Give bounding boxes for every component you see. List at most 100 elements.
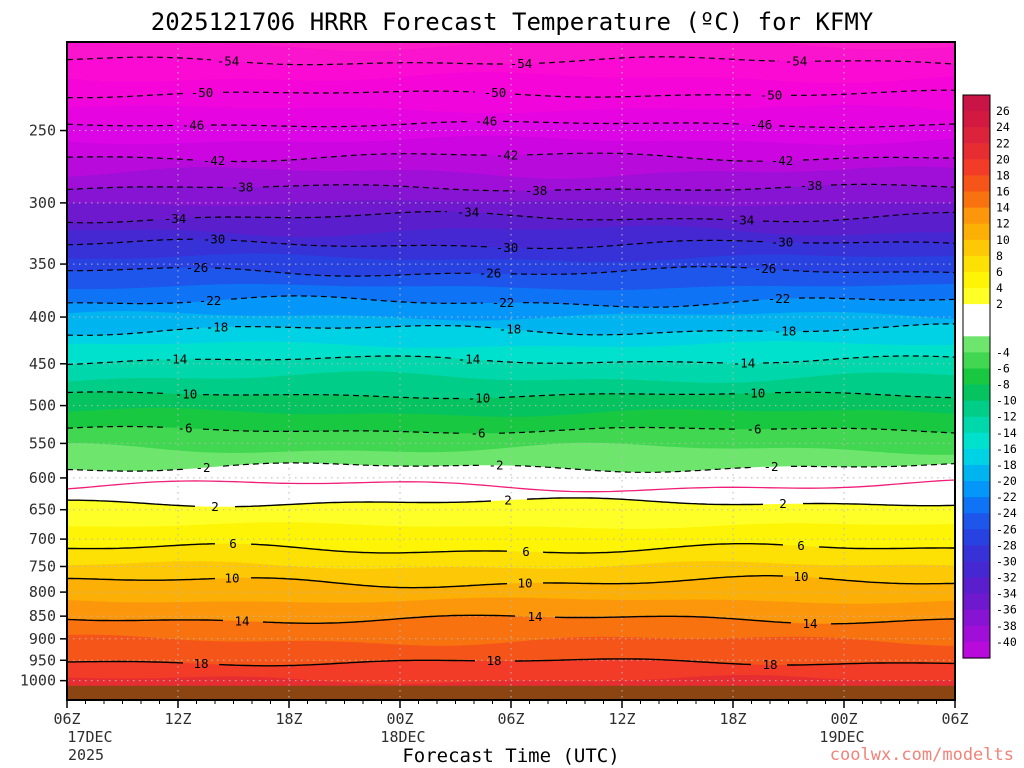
contour-label: 2 (779, 496, 787, 511)
date-label: 19DEC (819, 728, 864, 746)
colorbar-label: 16 (996, 185, 1010, 199)
contour-label: -14 (733, 355, 756, 370)
y-axis-tick-label: 250 (29, 122, 56, 140)
contour-lines (67, 56, 955, 667)
contour-line--10 (67, 391, 955, 400)
contour-label: 10 (224, 570, 239, 585)
year-label: 2025 (68, 746, 104, 764)
contour-label: -22 (199, 293, 222, 308)
date-label: 17DEC (67, 728, 112, 746)
contour-line-14 (67, 614, 955, 625)
colorbar-label: 12 (996, 217, 1010, 231)
contour-label: -14 (165, 352, 188, 367)
colorbar-label: -12 (996, 410, 1017, 424)
contour-label: 10 (793, 569, 808, 584)
colorbar-label: 4 (996, 281, 1003, 295)
x-axis-tick-label: 18Z (275, 710, 302, 728)
colorbar-segment (963, 416, 990, 434)
contour-label: -30 (203, 232, 226, 247)
contour-label: -38 (800, 178, 823, 193)
watermark-link[interactable]: coolwx.com/modelts (830, 745, 1014, 765)
chart-title: 2025121706 HRRR Forecast Temperature (ºC… (151, 8, 874, 36)
colorbar-segment (963, 625, 990, 643)
colorbar-segment (963, 352, 990, 370)
colorbar-label: -22 (996, 490, 1017, 504)
contour-label: -22 (768, 291, 791, 306)
y-axis-tick-label: 600 (29, 469, 56, 487)
colorbar-segment (963, 191, 990, 209)
colorbar-segment (963, 593, 990, 611)
contour-label: 18 (762, 657, 777, 672)
contour-line--22 (67, 295, 955, 308)
colorbar-label: 26 (996, 104, 1010, 118)
x-axis-tick-label: 18Z (719, 710, 746, 728)
colorbar-label: -8 (996, 378, 1010, 392)
x-axis-tick-label: 00Z (386, 710, 413, 728)
contour-label: -34 (732, 213, 755, 228)
y-axis-tick-label: 350 (29, 255, 56, 273)
y-axis-tick-label: 950 (29, 651, 56, 669)
contour-label: -30 (771, 235, 794, 250)
contour-label: 14 (234, 613, 249, 628)
colorbar-segment (963, 239, 990, 257)
colorbar-segment (963, 609, 990, 627)
colorbar-segment (963, 400, 990, 418)
contour-line--54 (67, 56, 955, 66)
contour-label: -2 (488, 458, 503, 473)
y-axis-tick-label: 450 (29, 355, 56, 373)
colorbar-segment (963, 577, 990, 595)
colorbar-segment (963, 159, 990, 177)
x-axis-tick-label: 12Z (164, 710, 191, 728)
contour-label: -18 (499, 322, 522, 337)
colorbar-label: -40 (996, 635, 1017, 649)
x-axis-tick-label: 12Z (608, 710, 635, 728)
x-axis-tick-label: 06Z (497, 710, 524, 728)
contour-label: 18 (486, 653, 501, 668)
contour-label: 6 (522, 544, 530, 559)
colorbar-label: -18 (996, 458, 1017, 472)
colorbar-segment (963, 448, 990, 466)
contour-line--46 (67, 120, 955, 129)
contour-label: -54 (217, 53, 240, 68)
contour-label: -2 (763, 459, 778, 474)
colorbar-segment (963, 336, 990, 353)
contour-label: -26 (754, 261, 777, 276)
contour-label: -38 (231, 180, 254, 195)
colorbar-segment (963, 641, 990, 659)
contour-label: 6 (797, 538, 805, 553)
y-axis-tick-label: 500 (29, 397, 56, 415)
contour-line--34 (67, 210, 955, 224)
colorbar-label: -16 (996, 442, 1017, 456)
colorbar-segment (963, 207, 990, 225)
contour-line--42 (67, 152, 955, 163)
contour-line-10 (67, 575, 955, 589)
contour-label: -10 (468, 390, 491, 405)
colorbar-label: 8 (996, 249, 1003, 263)
colorbar-label: -4 (996, 345, 1010, 359)
colorbar-label: -14 (996, 426, 1017, 440)
colorbar-segment (963, 320, 990, 337)
colorbar-segment (963, 271, 990, 289)
contour-label: 14 (802, 616, 817, 631)
colorbar-segment (963, 368, 990, 386)
colorbar-label: 14 (996, 201, 1010, 215)
y-axis-tick-label: 400 (29, 308, 56, 326)
contour-label: -2 (195, 460, 210, 475)
colorbar-segment (963, 384, 990, 402)
y-axis-tick-label: 800 (29, 583, 56, 601)
y-axis-tick-label: 650 (29, 501, 56, 519)
freezing-level-line (67, 479, 955, 493)
contour-label: -10 (743, 386, 766, 401)
colorbar-segment (963, 481, 990, 498)
colorbar-segment (963, 432, 990, 450)
contour-label: -14 (458, 352, 481, 367)
contour-label: -42 (496, 147, 519, 162)
contour-label: -10 (175, 386, 198, 401)
y-axis-tick-label: 300 (29, 194, 56, 212)
contour-label: -46 (182, 117, 205, 132)
contour-label: -6 (746, 421, 761, 436)
y-axis-tick-label: 1000 (20, 672, 56, 690)
colorbar-label: 18 (996, 168, 1010, 182)
